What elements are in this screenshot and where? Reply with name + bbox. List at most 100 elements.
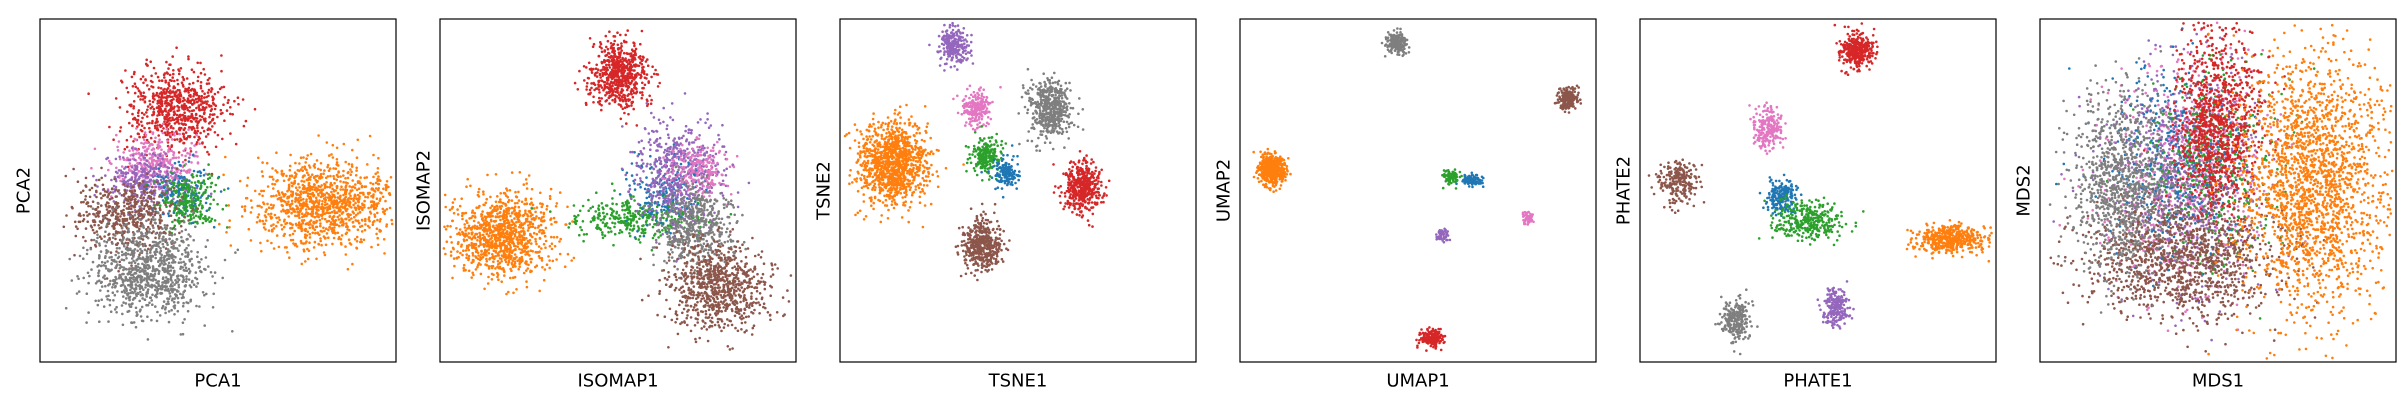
scatter-point xyxy=(120,212,123,216)
pca-panel: PCA1 PCA2 xyxy=(0,0,400,400)
scatter-point xyxy=(356,219,360,223)
scatter-point xyxy=(130,166,134,169)
scatter-point xyxy=(319,224,322,228)
scatter-point xyxy=(169,109,172,113)
scatter-point xyxy=(82,276,85,280)
scatter-point xyxy=(332,174,335,178)
scatter-point xyxy=(313,216,317,219)
scatter-point xyxy=(155,117,159,121)
scatter-point xyxy=(529,221,533,224)
scatter-point xyxy=(172,118,175,121)
scatter-point xyxy=(316,201,320,204)
scatter-point xyxy=(103,274,106,278)
scatter-point xyxy=(322,235,326,238)
scatter-point xyxy=(319,222,322,225)
scatter-point xyxy=(171,76,174,79)
scatter-point xyxy=(173,304,177,307)
scatter-point xyxy=(374,187,378,190)
scatter-point xyxy=(640,29,644,33)
scatter-point xyxy=(330,153,333,156)
scatter-point xyxy=(151,156,154,159)
scatter-point xyxy=(301,187,305,190)
scatter-point xyxy=(157,106,160,109)
scatter-point xyxy=(292,182,295,186)
scatter-point xyxy=(337,237,340,241)
scatter-point xyxy=(130,146,134,150)
scatter-point xyxy=(209,90,213,93)
scatter-point xyxy=(299,156,303,159)
scatter-point xyxy=(364,195,367,199)
scatter-point xyxy=(646,64,650,67)
scatter-point xyxy=(145,252,149,255)
isomap-panel: ISOMAP1 ISOMAP2 xyxy=(400,0,800,400)
scatter-point xyxy=(253,189,257,193)
scatter-point xyxy=(213,131,217,134)
scatter-point xyxy=(172,189,176,193)
scatter-point xyxy=(152,94,156,98)
scatter-point xyxy=(176,301,180,304)
scatter-point xyxy=(146,115,149,118)
scatter-point xyxy=(169,63,172,66)
scatter-point xyxy=(151,143,154,146)
scatter-point xyxy=(158,221,162,225)
scatter-point xyxy=(516,201,519,205)
scatter-point xyxy=(630,48,634,51)
scatter-point xyxy=(294,174,297,178)
scatter-point xyxy=(194,271,198,274)
scatter-point xyxy=(631,65,634,68)
scatter-point xyxy=(169,214,173,217)
scatter-point xyxy=(262,189,266,193)
scatter-point xyxy=(355,206,358,210)
scatter-point xyxy=(145,159,149,163)
scatter-point xyxy=(125,145,129,149)
scatter-point xyxy=(212,292,215,296)
scatter-point xyxy=(168,253,171,257)
scatter-point xyxy=(168,179,172,182)
scatter-point xyxy=(150,299,153,302)
scatter-point xyxy=(183,137,186,140)
scatter-point xyxy=(134,217,137,221)
scatter-point xyxy=(319,229,323,233)
scatter-point xyxy=(467,254,471,258)
scatter-point xyxy=(329,174,332,178)
scatter-point xyxy=(618,53,621,56)
scatter-point xyxy=(645,77,648,80)
scatter-point xyxy=(178,128,182,132)
scatter-point xyxy=(170,279,173,282)
scatter-point xyxy=(603,50,606,53)
scatter-point xyxy=(156,127,159,130)
scatter-point xyxy=(187,126,191,129)
scatter-point xyxy=(207,82,211,85)
scatter-point xyxy=(641,66,644,69)
scatter-point xyxy=(586,81,589,85)
scatter-point xyxy=(187,57,190,61)
scatter-point xyxy=(199,182,203,185)
scatter-point xyxy=(178,132,181,136)
scatter-point xyxy=(363,176,367,180)
scatter-point xyxy=(197,120,201,123)
scatter-point xyxy=(295,224,298,227)
scatter-point xyxy=(160,109,163,112)
scatter-point xyxy=(126,272,129,276)
scatter-point xyxy=(172,261,175,264)
scatter-point xyxy=(166,224,169,227)
scatter-point xyxy=(242,124,246,128)
scatter-point xyxy=(128,295,132,299)
scatter-point xyxy=(115,195,118,198)
scatter-point xyxy=(593,83,597,87)
scatter-point xyxy=(161,157,164,161)
scatter-point xyxy=(231,113,234,116)
scatter-point xyxy=(114,185,118,189)
scatter-point xyxy=(625,82,628,85)
scatter-point xyxy=(138,240,142,244)
scatter-point xyxy=(108,125,111,129)
scatter-point xyxy=(151,80,154,84)
scatter-point xyxy=(290,181,293,185)
scatter-point xyxy=(199,71,203,75)
scatter-point xyxy=(633,49,637,53)
scatter-point xyxy=(310,206,314,209)
scatter-point xyxy=(92,174,95,178)
scatter-point xyxy=(133,280,136,283)
scatter-point xyxy=(632,53,635,57)
scatter-point xyxy=(629,69,632,72)
